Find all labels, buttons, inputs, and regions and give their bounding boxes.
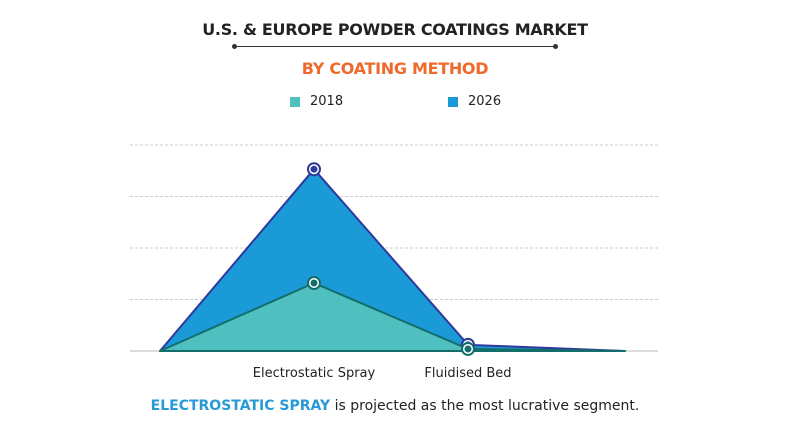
chart-subtitle: BY COATING METHOD (301, 59, 489, 78)
footer-highlight: ELECTROSTATIC SPRAY (150, 398, 331, 414)
footer-text: is projected as the most lucrative segme… (330, 398, 640, 414)
legend-swatch-2018 (290, 96, 300, 107)
legend-label-2026: 2026 (468, 94, 502, 109)
legend-item-2018: 2018 (290, 94, 343, 109)
x-tick-label-electrostatic-spray: Electrostatic Spray (253, 366, 376, 381)
legend-item-2026: 2026 (448, 94, 501, 109)
x-tick-label-fluidised-bed: Fluidised Bed (424, 366, 511, 381)
data-point-dot-2018-1 (464, 345, 472, 353)
title-divider (232, 44, 558, 49)
legend-swatch-2026 (448, 96, 458, 107)
chart-title: U.S. & EUROPE POWDER COATINGS MARKET (202, 20, 588, 39)
legend-label-2018: 2018 (310, 94, 344, 109)
data-point-dot-2026-0 (310, 165, 318, 173)
footer-note: ELECTROSTATIC SPRAY is projected as the … (0, 398, 790, 414)
data-point-dot-2018-0 (310, 279, 318, 287)
